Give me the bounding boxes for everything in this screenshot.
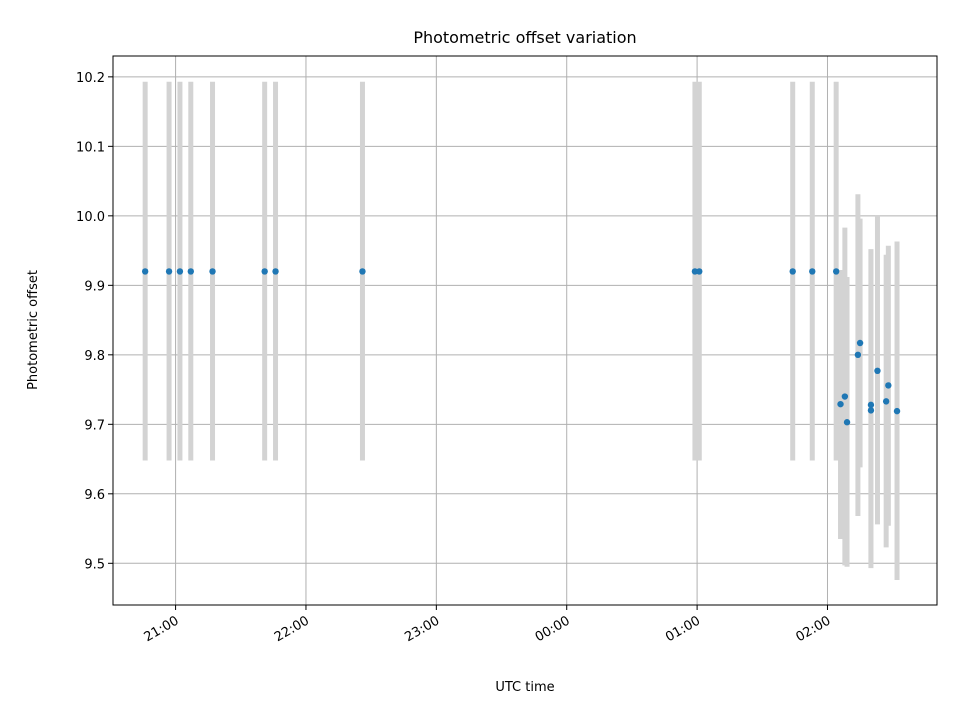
plot-frame — [112, 55, 938, 606]
data-point — [882, 398, 890, 405]
data-point — [809, 268, 816, 275]
y-tick-label: 9.7 — [84, 418, 105, 433]
data-point — [187, 268, 194, 275]
data-point — [359, 268, 366, 275]
data-point — [837, 400, 844, 408]
y-axis-ticks: 9.5 9.6 9.7 9.8 9.9 10.0 10.1 10.2 — [76, 71, 113, 572]
y-axis-label: Photometric offset — [26, 270, 41, 390]
y-tick-label: 9.9 — [84, 279, 105, 294]
y-tick-label: 9.5 — [84, 557, 105, 572]
chart-title: Photometric offset variation — [413, 28, 636, 47]
data-points — [141, 268, 901, 426]
data-point — [856, 339, 864, 347]
data-point — [165, 268, 173, 275]
x-axis-label: UTC time — [495, 680, 554, 695]
data-point — [867, 407, 875, 414]
data-point — [854, 351, 862, 359]
data-point — [789, 268, 796, 275]
data-point — [261, 268, 268, 275]
y-tick-label: 9.6 — [84, 488, 105, 503]
data-point — [176, 268, 184, 275]
y-tick-label: 9.8 — [84, 349, 105, 364]
y-tick-label: 10.1 — [76, 140, 105, 155]
data-point — [893, 407, 901, 415]
data-point — [867, 401, 875, 409]
data-point — [832, 268, 840, 275]
data-point — [696, 268, 703, 275]
data-point — [885, 382, 892, 389]
y-tick-label: 10.0 — [76, 210, 105, 225]
data-point — [272, 268, 279, 275]
data-point — [209, 268, 216, 275]
grid — [113, 56, 937, 605]
data-point — [874, 367, 881, 375]
data-point — [841, 393, 849, 400]
data-point — [141, 268, 149, 275]
y-tick-label: 10.2 — [76, 71, 105, 86]
data-point — [843, 419, 851, 426]
